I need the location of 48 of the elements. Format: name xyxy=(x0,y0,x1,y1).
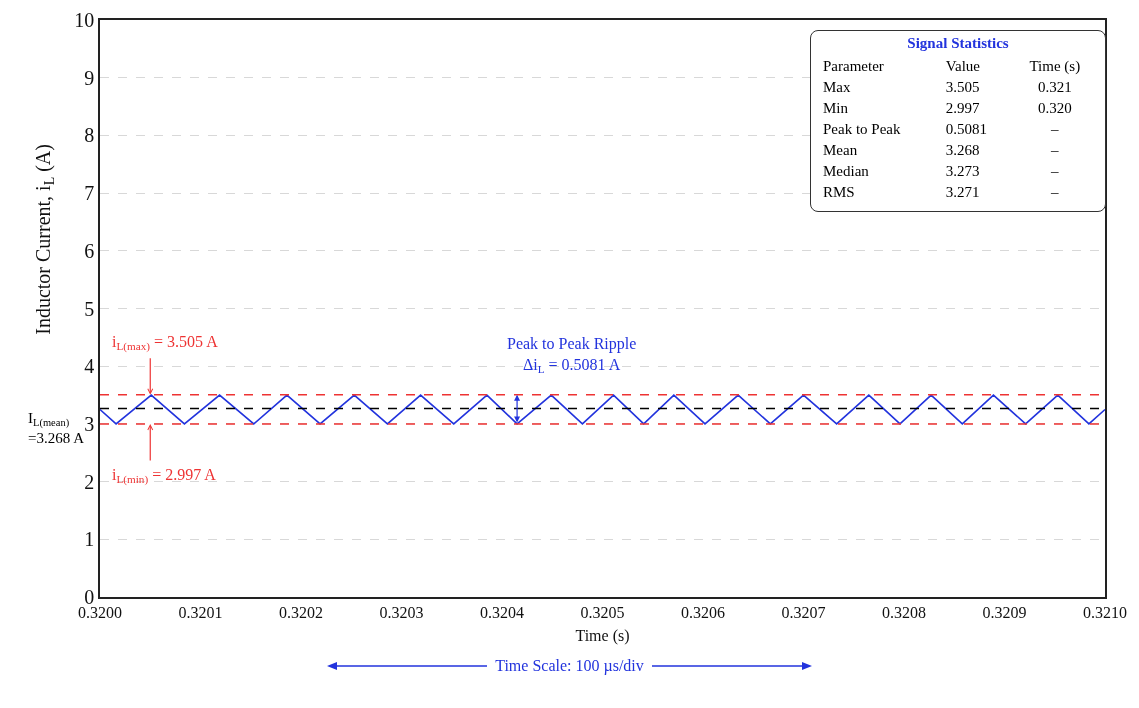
y-tick-label: 10 xyxy=(74,9,95,31)
x-tick-label: 0.3205 xyxy=(580,603,625,621)
x-tick-label: 0.3207 xyxy=(781,603,826,621)
text: Time Scale: 100 µs/div xyxy=(495,657,644,676)
y-tick-label: 3 xyxy=(84,412,95,435)
annotation: Value xyxy=(944,57,981,76)
y-tick-label: 5 xyxy=(84,297,95,320)
ref-line-label: I$_{L(mean)}$ =3.268 A xyxy=(28,410,85,446)
x-tick-label: 0.3203 xyxy=(379,603,424,621)
x-tick-label: 0.3201 xyxy=(178,603,223,621)
annotation: – xyxy=(1050,141,1060,160)
legend-label: i$_{L(min)}$ = 2.997 A xyxy=(112,466,217,487)
x-tick-label: 0.3204 xyxy=(480,603,524,621)
annotation: Mean xyxy=(822,141,859,160)
x-tick-label: 0.3209 xyxy=(982,603,1027,621)
x-tick-label: 0.3202 xyxy=(279,603,323,621)
annotation: – xyxy=(1050,162,1060,181)
annotation: – xyxy=(1050,183,1060,202)
annotation: Min xyxy=(822,99,849,118)
annotation: Median xyxy=(822,162,870,181)
x-tick-label: 0.3210 xyxy=(1083,603,1127,621)
annotation: Peak to Peak Ripple Δi$_{L}$ = 0.5081 A xyxy=(507,335,637,376)
annotation: Parameter xyxy=(822,57,885,76)
annotation: Max xyxy=(822,78,852,97)
y-tick-label: 1 xyxy=(84,528,95,551)
y-tick-label: 2 xyxy=(84,470,95,493)
ref-line-label: i$_{L(max)}$ = 3.505 A xyxy=(112,333,219,354)
annotation: 0.320 xyxy=(1036,99,1073,118)
y-tick-label: 4 xyxy=(84,355,95,378)
x-tick-label: 0.3208 xyxy=(882,603,926,621)
x-tick-label: 0.3206 xyxy=(681,603,725,621)
annotation: Time (s) xyxy=(1028,57,1082,76)
y-tick-label: 6 xyxy=(84,239,95,262)
y-tick-label: 7 xyxy=(84,182,95,205)
x-axis-title: Time (s) xyxy=(575,627,630,646)
annotation: – xyxy=(1050,120,1060,139)
annotation: RMS xyxy=(822,183,856,202)
annotation: Signal Statistics xyxy=(906,35,1010,52)
y-tick-label: 8 xyxy=(84,124,95,147)
y-tick-label: 9 xyxy=(84,66,95,89)
annotation: 3.268 xyxy=(944,141,981,160)
annotation: 3.273 xyxy=(944,162,981,181)
annotation: 3.505 xyxy=(944,78,981,97)
annotation: 0.321 xyxy=(1036,78,1073,97)
annotation: Peak to Peak xyxy=(822,120,902,139)
annotation: 0.5081 xyxy=(944,120,989,139)
annotation: 3.271 xyxy=(944,183,981,202)
annotation: 2.997 xyxy=(944,99,981,118)
